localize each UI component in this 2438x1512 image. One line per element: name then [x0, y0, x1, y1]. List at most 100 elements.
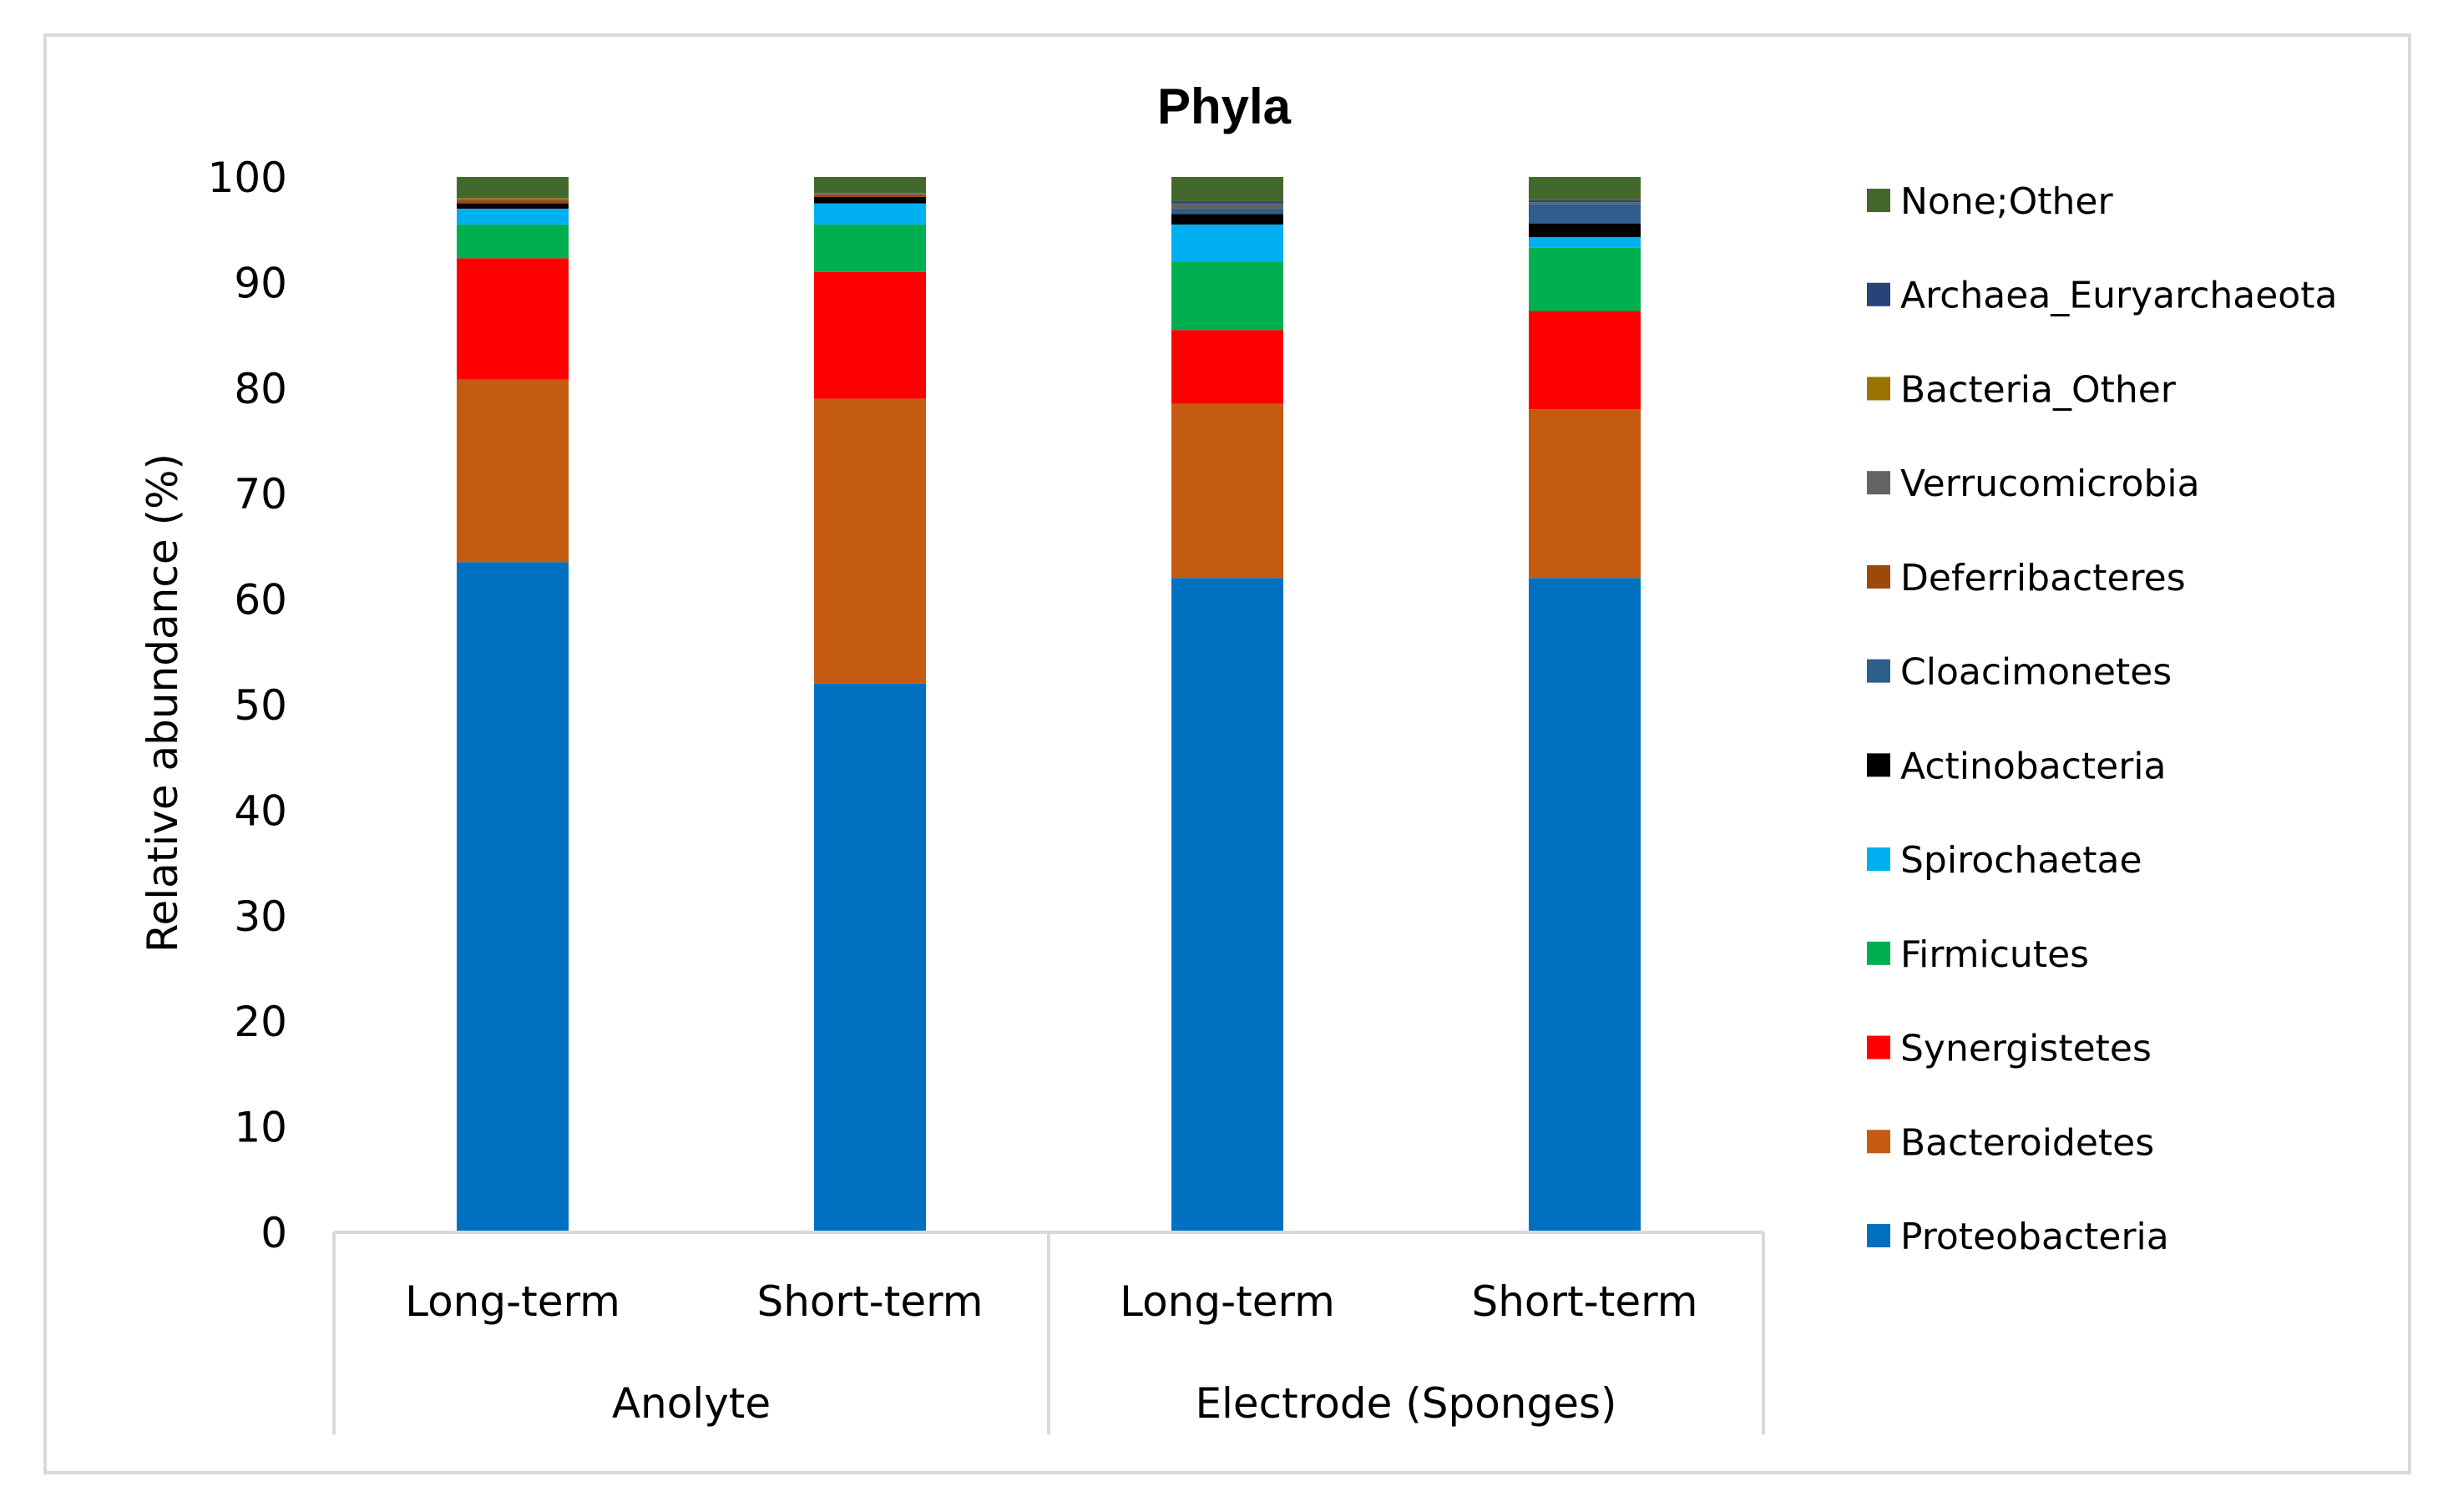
legend-swatch — [1867, 282, 1890, 306]
y-tick-label: 20 — [234, 998, 287, 1046]
legend-item: Spirochaetae — [1867, 839, 2142, 882]
bar-segment — [1171, 201, 1283, 204]
bar-segment — [1529, 311, 1641, 410]
y-tick-label: 10 — [234, 1104, 287, 1152]
bar-segment — [457, 200, 569, 204]
legend-label: Archaea_Euryarchaeota — [1900, 275, 2337, 317]
y-axis-title: Relative abundance (%) — [139, 453, 187, 953]
legend-label: Firmicutes — [1900, 933, 2089, 976]
bar-segment — [1529, 409, 1641, 579]
y-tick-label: 60 — [234, 576, 287, 625]
legend-item: Synergistetes — [1867, 1028, 2152, 1070]
bar-segment — [814, 192, 926, 195]
legend: None;Other Archaea_Euryarchaeota Bacteria_… — [1867, 180, 2337, 1258]
bar-segment — [814, 271, 926, 399]
bar-segment — [1529, 204, 1641, 224]
x-group-label: Electrode (Sponges) — [1195, 1379, 1616, 1428]
bar-segment — [1171, 403, 1283, 579]
x-group-label: Anolyte — [612, 1379, 771, 1428]
y-tick-label: 50 — [234, 681, 287, 730]
bar-stack — [457, 177, 569, 1232]
y-tick-label: 100 — [208, 154, 287, 202]
legend-item: Archaea_Euryarchaeota — [1867, 275, 2337, 317]
legend-label: Actinobacteria — [1900, 745, 2166, 787]
legend-item: Deferribacteres — [1867, 557, 2186, 599]
legend-label: Synergistetes — [1900, 1028, 2152, 1070]
legend-label: Bacteria_Other — [1900, 368, 2177, 411]
bar-segment — [814, 203, 926, 225]
bar-stack — [814, 177, 926, 1232]
legend-swatch — [1867, 471, 1890, 495]
legend-item: Bacteroidetes — [1867, 1121, 2154, 1164]
bar-segment — [457, 379, 569, 563]
legend-swatch — [1867, 941, 1890, 965]
x-category-label: Short-term — [1472, 1277, 1698, 1326]
legend-label: Proteobacteria — [1900, 1216, 2169, 1258]
bar-segment — [1529, 177, 1641, 200]
legend-label: Spirochaetae — [1900, 839, 2142, 882]
legend-item: Proteobacteria — [1867, 1216, 2169, 1258]
y-tick-label: 0 — [260, 1209, 287, 1257]
x-axis: Long-term Short-term Long-term Short-term An… — [332, 1231, 1765, 1434]
bar-segment — [1171, 224, 1283, 262]
bar-segment — [457, 177, 569, 199]
x-category-label: Short-term — [757, 1277, 984, 1326]
legend-swatch — [1867, 753, 1890, 777]
bar-segment — [457, 208, 569, 225]
bar-segment — [814, 197, 926, 204]
y-tick-label: 90 — [234, 259, 287, 307]
bar-stack — [1529, 177, 1641, 1232]
bar-segment — [1529, 237, 1641, 248]
legend-swatch — [1867, 377, 1890, 401]
y-tick-label: 70 — [234, 470, 287, 518]
bar-segment — [1529, 202, 1641, 205]
bar-segment — [457, 203, 569, 209]
legend-swatch — [1867, 564, 1890, 589]
bar-segment — [814, 224, 926, 272]
y-tick-label: 80 — [234, 365, 287, 413]
bar-segment — [814, 177, 926, 193]
legend-label: Cloacimonetes — [1900, 651, 2172, 694]
y-axis-ticks: 0 10 20 30 40 50 60 70 80 90 100 — [208, 154, 287, 1257]
legend-item: Verrucomicrobia — [1867, 463, 2200, 505]
legend-swatch — [1867, 847, 1890, 872]
bar-segment — [1171, 261, 1283, 331]
x-category-label: Long-term — [405, 1277, 620, 1326]
legend-label: Verrucomicrobia — [1900, 463, 2200, 505]
x-category-label: Long-term — [1120, 1277, 1335, 1326]
bar-segment — [1529, 200, 1641, 203]
bar-segment — [1529, 578, 1641, 1232]
legend-swatch — [1867, 189, 1890, 212]
legend-swatch — [1867, 1035, 1890, 1059]
bar-stack — [1171, 177, 1283, 1232]
bar-segment — [814, 683, 926, 1232]
bar-segment — [814, 398, 926, 684]
bar-segment — [1171, 578, 1283, 1232]
legend-item: Actinobacteria — [1867, 745, 2166, 787]
bar-segment — [1171, 214, 1283, 225]
bar-segment — [1171, 203, 1283, 209]
bar-segment — [457, 224, 569, 259]
bar-segment — [814, 194, 926, 195]
y-tick-label: 30 — [234, 893, 287, 941]
legend-label: Bacteroidetes — [1900, 1121, 2154, 1164]
legend-swatch — [1867, 659, 1890, 683]
bar-segment — [457, 258, 569, 380]
legend-label: None;Other — [1900, 180, 2113, 223]
bar-segment — [1171, 208, 1283, 215]
legend-item: Firmicutes — [1867, 933, 2089, 976]
bar-segment — [814, 195, 926, 198]
legend-swatch — [1867, 1224, 1890, 1247]
legend-item: None;Other — [1867, 180, 2113, 223]
bar-segment — [457, 198, 569, 200]
bar-segment — [1171, 330, 1283, 404]
chart-title: Phyla — [1157, 78, 1292, 134]
legend-item: Bacteria_Other — [1867, 368, 2177, 411]
bar-segment — [457, 562, 569, 1232]
bar-segment — [1171, 177, 1283, 202]
bar-segment — [1529, 247, 1641, 311]
bar-segment — [1529, 223, 1641, 238]
y-tick-label: 40 — [234, 786, 287, 835]
legend-label: Deferribacteres — [1900, 557, 2186, 599]
